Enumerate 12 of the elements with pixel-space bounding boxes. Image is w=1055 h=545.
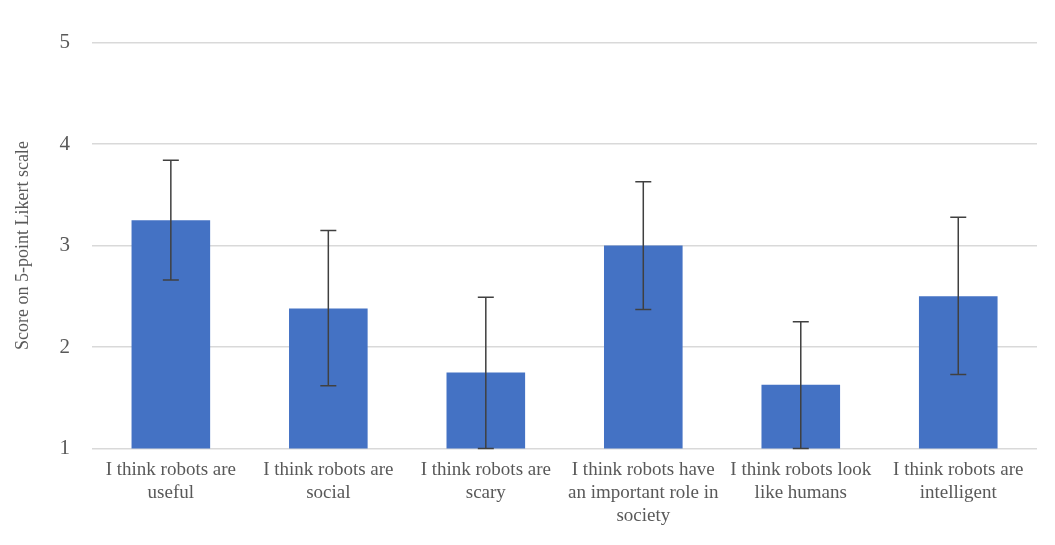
x-tick-label: I think robots look like humans [730,457,872,502]
y-tick-label: 4 [59,130,71,155]
x-tick-label: I think robots are intelligent [893,457,1024,502]
x-tick-label: I think robots are useful [105,457,237,502]
y-tick-label: 5 [59,29,71,54]
x-tick-label: I think robots are social [263,457,394,502]
x-tick-label: I think robots have an important role in society [568,457,719,525]
y-axis-title: Score on 5-point Likert scale [11,141,32,351]
x-tick-label: I think robots are scary [420,457,551,502]
y-tick-label: 2 [59,333,71,358]
y-tick-label: 1 [59,435,71,460]
y-tick-label: 3 [59,232,71,257]
